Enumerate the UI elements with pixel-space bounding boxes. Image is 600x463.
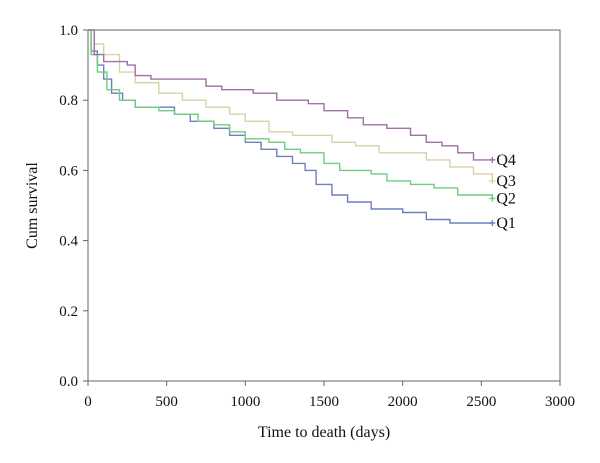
y-tick-label: 0.6 bbox=[59, 163, 78, 179]
y-axis-title: Cum survival bbox=[24, 162, 41, 249]
y-axis: 0.0 0.2 0.4 0.6 0.8 1.0 bbox=[59, 23, 88, 390]
series-line-q2 bbox=[88, 29, 493, 199]
y-tick-label: 0.8 bbox=[59, 93, 78, 109]
y-tick-label: 0.2 bbox=[59, 304, 78, 320]
x-tick-label: 2000 bbox=[388, 394, 418, 410]
series-label-q4: Q4 bbox=[496, 152, 516, 169]
series-label-q1: Q1 bbox=[496, 215, 516, 232]
x-tick-label: 3000 bbox=[545, 394, 575, 410]
series-label-q2: Q2 bbox=[496, 190, 516, 207]
x-tick-label: 500 bbox=[155, 394, 178, 410]
x-axis: 0 500 1000 1500 2000 2500 3000 bbox=[84, 381, 575, 410]
series-line-q1 bbox=[88, 29, 493, 224]
x-tick-label: 0 bbox=[84, 394, 92, 410]
series-line-q3 bbox=[88, 29, 493, 181]
y-tick-label: 0.4 bbox=[59, 234, 78, 250]
x-tick-label: 1500 bbox=[309, 394, 339, 410]
y-tick-label: 1.0 bbox=[59, 23, 78, 39]
x-axis-title: Time to death (days) bbox=[258, 424, 390, 441]
series-line-q4 bbox=[88, 29, 493, 161]
y-tick-label: 0.0 bbox=[59, 374, 78, 390]
x-tick-label: 1000 bbox=[230, 394, 260, 410]
series-label-q3: Q3 bbox=[496, 173, 516, 190]
x-tick-label: 2500 bbox=[466, 394, 496, 410]
